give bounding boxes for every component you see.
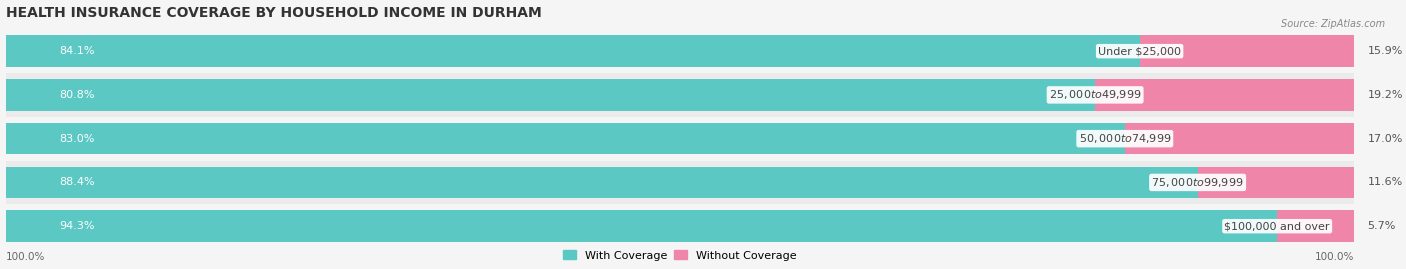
Text: Source: ZipAtlas.com: Source: ZipAtlas.com (1281, 19, 1385, 29)
Bar (1095, 79, 1354, 111)
Bar (6, 167, 1198, 198)
Text: 100.0%: 100.0% (6, 252, 45, 263)
Bar (1125, 123, 1354, 154)
Bar (6, 161, 1354, 204)
Text: Under $25,000: Under $25,000 (1098, 46, 1181, 56)
Text: 11.6%: 11.6% (1368, 178, 1403, 187)
Bar (1140, 36, 1354, 67)
Bar (1198, 167, 1354, 198)
Text: 80.8%: 80.8% (59, 90, 96, 100)
Text: 5.7%: 5.7% (1368, 221, 1396, 231)
Text: 15.9%: 15.9% (1368, 46, 1403, 56)
Bar (6, 123, 1125, 154)
Text: 100.0%: 100.0% (1315, 252, 1354, 263)
Text: HEALTH INSURANCE COVERAGE BY HOUSEHOLD INCOME IN DURHAM: HEALTH INSURANCE COVERAGE BY HOUSEHOLD I… (6, 6, 541, 20)
Text: 94.3%: 94.3% (59, 221, 96, 231)
Text: 88.4%: 88.4% (59, 178, 96, 187)
Bar (6, 36, 1140, 67)
Text: $75,000 to $99,999: $75,000 to $99,999 (1152, 176, 1244, 189)
Text: $25,000 to $49,999: $25,000 to $49,999 (1049, 89, 1142, 101)
Bar (6, 29, 1354, 73)
Bar (1277, 210, 1354, 242)
Text: $50,000 to $74,999: $50,000 to $74,999 (1078, 132, 1171, 145)
Text: 83.0%: 83.0% (59, 134, 94, 144)
Text: 19.2%: 19.2% (1368, 90, 1403, 100)
Bar (6, 210, 1277, 242)
Bar (6, 79, 1095, 111)
Text: 84.1%: 84.1% (59, 46, 96, 56)
Legend: With Coverage, Without Coverage: With Coverage, Without Coverage (558, 246, 801, 265)
Text: 17.0%: 17.0% (1368, 134, 1403, 144)
Text: $100,000 and over: $100,000 and over (1225, 221, 1330, 231)
Bar (6, 204, 1354, 248)
Bar (6, 73, 1354, 117)
Bar (6, 117, 1354, 161)
